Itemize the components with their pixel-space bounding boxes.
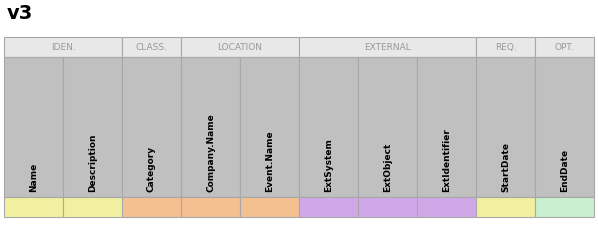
Bar (122, 57, 181, 197)
Bar (299, 37, 476, 57)
Text: LOCATION: LOCATION (218, 42, 263, 51)
Text: ExtSystem: ExtSystem (324, 138, 333, 192)
Bar (535, 37, 594, 57)
Text: v3: v3 (7, 4, 33, 23)
Text: Company.Name: Company.Name (206, 113, 215, 192)
Text: StartDate: StartDate (501, 142, 510, 192)
Bar (63, 57, 122, 197)
Bar (417, 57, 476, 197)
Bar (181, 197, 240, 217)
Bar (476, 57, 535, 197)
Bar (358, 197, 417, 217)
Bar (240, 197, 299, 217)
Bar (476, 37, 535, 57)
Bar (476, 197, 535, 217)
Bar (122, 37, 181, 57)
Text: IDEN.: IDEN. (51, 42, 75, 51)
Text: ExtIdentifier: ExtIdentifier (442, 128, 451, 192)
Text: Category: Category (147, 146, 156, 192)
Text: Name: Name (29, 163, 38, 192)
Bar (358, 57, 417, 197)
Text: CLASS.: CLASS. (136, 42, 167, 51)
Bar (535, 197, 594, 217)
Bar (299, 197, 358, 217)
Bar (535, 57, 594, 197)
Text: OPT.: OPT. (555, 42, 574, 51)
Bar (63, 197, 122, 217)
Text: REQ.: REQ. (495, 42, 517, 51)
Bar (4, 37, 122, 57)
Text: EndDate: EndDate (560, 149, 569, 192)
Bar (299, 57, 358, 197)
Bar (4, 57, 63, 197)
Text: EXTERNAL: EXTERNAL (364, 42, 411, 51)
Bar (181, 57, 240, 197)
Bar (181, 37, 299, 57)
Bar (4, 197, 63, 217)
Text: Description: Description (88, 133, 97, 192)
Bar (240, 57, 299, 197)
Text: Event.Name: Event.Name (265, 130, 274, 192)
Bar (417, 197, 476, 217)
Bar (122, 197, 181, 217)
Text: ExtObject: ExtObject (383, 143, 392, 192)
